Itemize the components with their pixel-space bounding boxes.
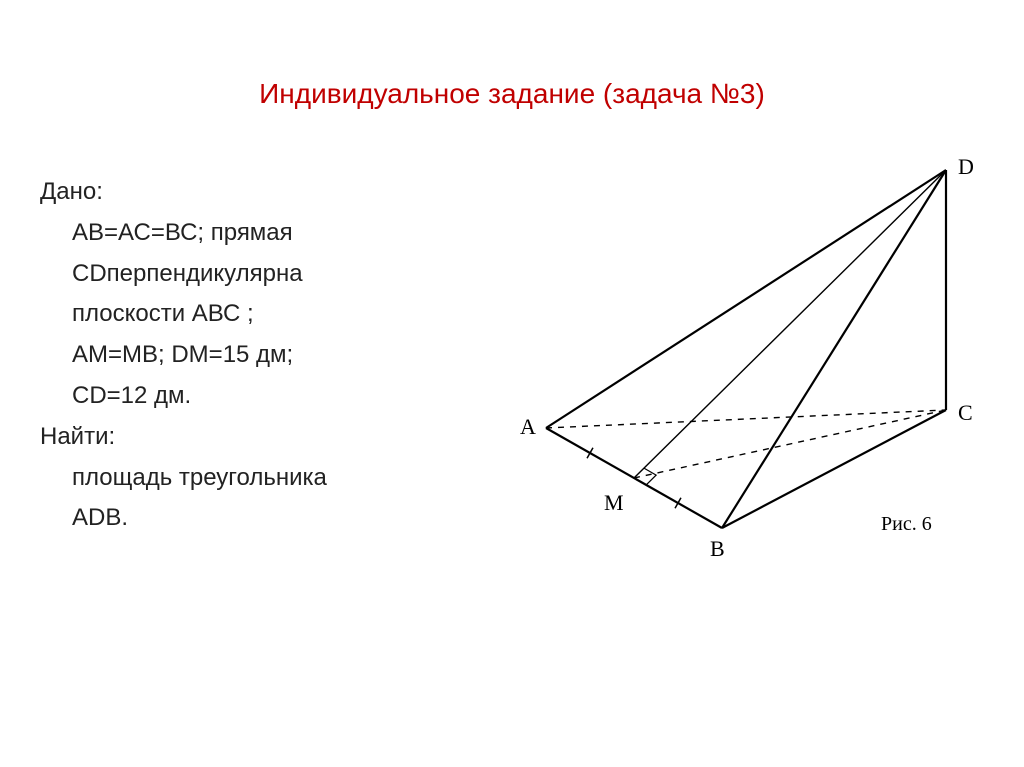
svg-text:A: A (520, 414, 536, 439)
svg-text:Рис. 6: Рис. 6 (881, 513, 932, 535)
geometry-diagram: A B C D M Рис. 6 (486, 130, 996, 600)
problem-text: Дано: АВ=АС=ВС; прямая CDперпендикулярна… (40, 175, 480, 542)
find-line: ADB. (40, 501, 480, 536)
given-line: CDперпендикулярна (40, 257, 480, 292)
svg-text:D: D (958, 154, 974, 179)
given-label: Дано: (40, 175, 480, 210)
given-line: CD=12 дм. (40, 379, 480, 414)
diagram-svg: A B C D M Рис. 6 (486, 130, 996, 600)
slide: Индивидуальное задание (задача №3) Дано:… (0, 0, 1024, 767)
slide-title: Индивидуальное задание (задача №3) (0, 78, 1024, 110)
find-line: площадь треугольника (40, 461, 480, 496)
given-line: плоскости АВС ; (40, 297, 480, 332)
given-line: АВ=АС=ВС; прямая (40, 216, 480, 251)
svg-text:C: C (958, 400, 973, 425)
find-label: Найти: (40, 420, 480, 455)
given-line: АМ=МВ; DM=15 дм; (40, 338, 480, 373)
svg-text:B: B (710, 536, 725, 561)
svg-text:M: M (604, 490, 624, 515)
